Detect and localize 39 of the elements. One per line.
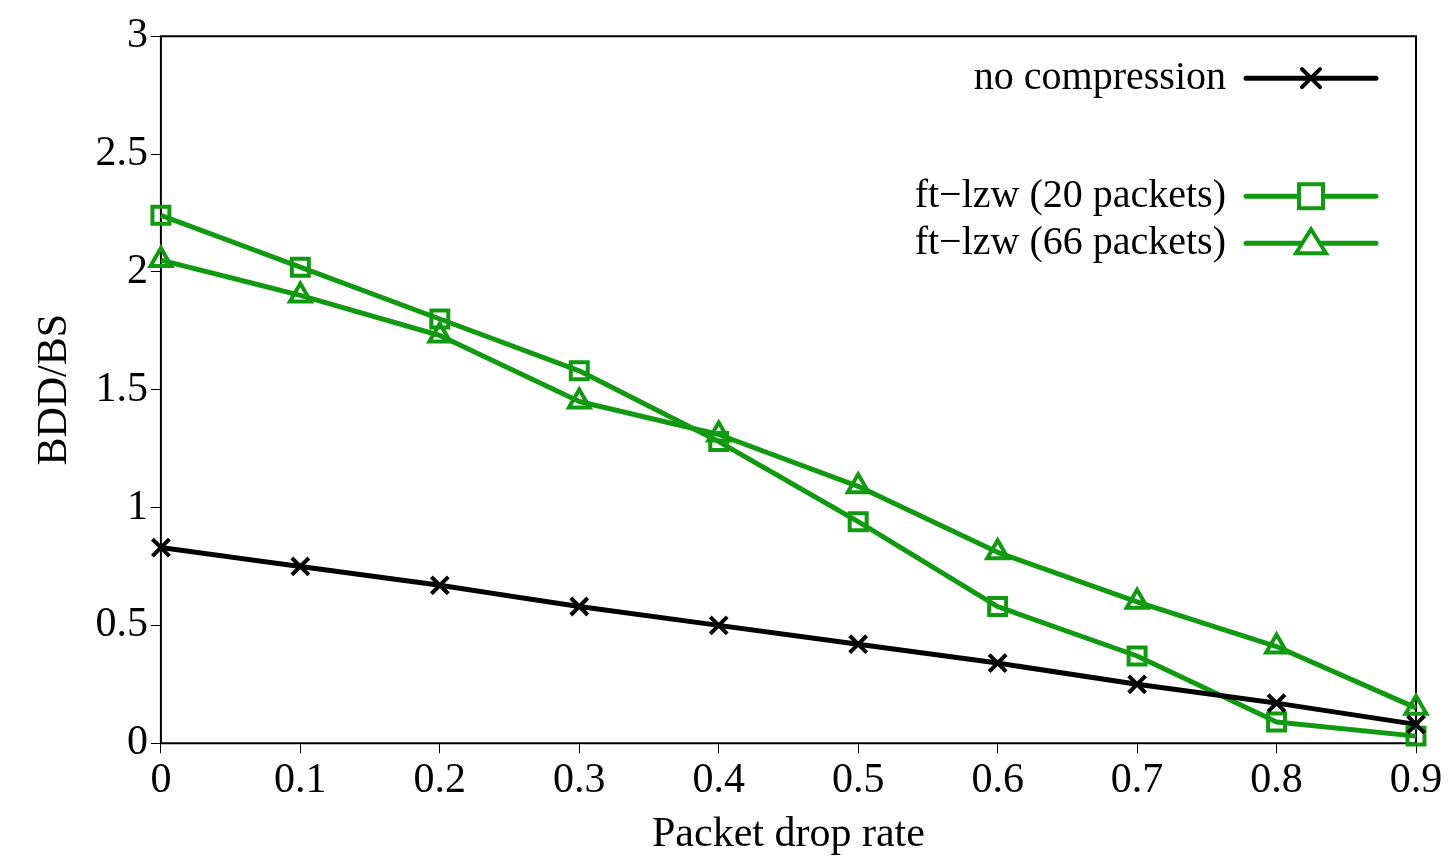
legend-label: ft−lzw (20 packets) (914, 170, 1226, 216)
y-tick-label: 1.5 (95, 363, 148, 410)
y-axis-title: BDD/BS (29, 313, 76, 466)
point (568, 360, 590, 382)
x-tick-label: 0.6 (971, 755, 1024, 802)
x-tick-label: 0.8 (1250, 755, 1303, 802)
x-tick-label: 0.1 (274, 755, 327, 802)
point (150, 537, 172, 559)
point (289, 555, 311, 577)
x-tick-label: 0.4 (692, 755, 745, 802)
y-tick-label: 1 (126, 481, 148, 528)
y-tick-label: 2.5 (95, 128, 148, 175)
point (1126, 645, 1148, 667)
point (289, 256, 311, 278)
y-tick-label: 0.5 (95, 599, 148, 646)
point (429, 308, 451, 330)
x-tick-label: 0.7 (1110, 755, 1164, 802)
x-tick-label: 0.3 (553, 755, 606, 802)
point (568, 596, 590, 617)
point (1266, 711, 1288, 733)
x-tick-label: 0.2 (413, 755, 467, 802)
legend-label: no compression (973, 52, 1226, 98)
point (1266, 692, 1288, 714)
point (987, 596, 1009, 617)
y-tick-label: 3 (126, 10, 148, 57)
point (150, 204, 172, 226)
point (847, 511, 869, 533)
point (1405, 713, 1427, 735)
point (708, 614, 730, 636)
point (847, 633, 869, 655)
x-tick-label: 0.9 (1389, 755, 1443, 802)
y-tick-label: 0 (126, 717, 148, 764)
x-axis-title: Packet drop rate (652, 808, 925, 855)
point (429, 574, 451, 596)
point (987, 652, 1009, 674)
x-tick-label: 0.5 (831, 755, 885, 802)
legend-label: ft−lzw (66 packets) (914, 217, 1226, 263)
point (1126, 673, 1148, 695)
y-tick-label: 2 (126, 245, 148, 292)
